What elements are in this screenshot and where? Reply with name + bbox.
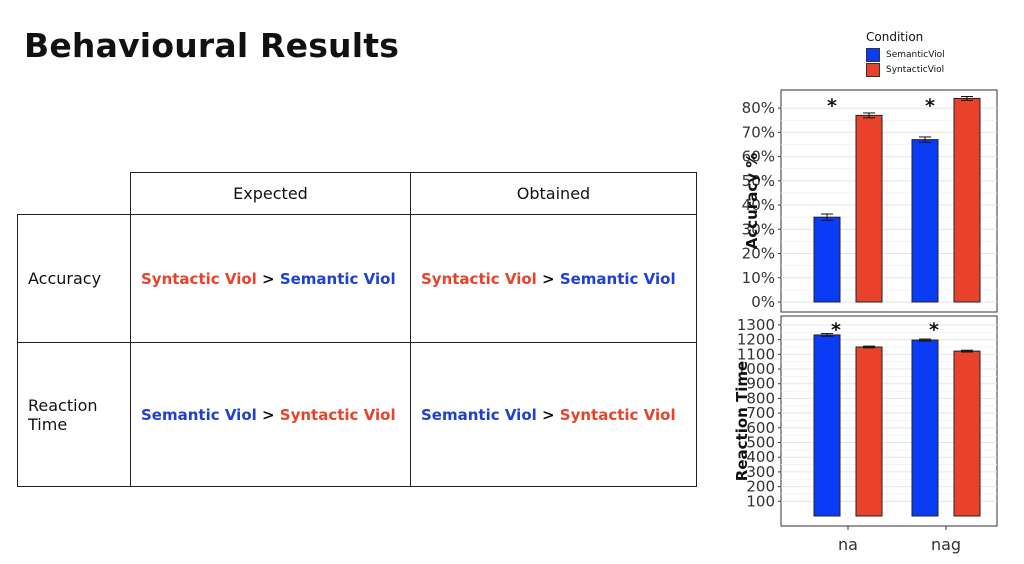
- comparison-right: Semantic Viol: [279, 269, 396, 288]
- y-tick-label: 70%: [742, 123, 775, 141]
- y-tick-label: 900: [746, 375, 775, 393]
- y-tick-label: 1300: [737, 316, 775, 334]
- legend-item-semantic: SemanticViol: [866, 47, 945, 62]
- accuracy-expected-cell: Syntactic Viol > Semantic Viol: [130, 214, 411, 343]
- y-tick-label: 400: [746, 448, 775, 466]
- legend-swatch-semantic: [866, 47, 880, 62]
- significance-marker: *: [827, 95, 837, 117]
- significance-marker: *: [925, 95, 935, 117]
- y-tick-label: 1100: [737, 345, 775, 363]
- y-axis-label: Accuracy %: [743, 153, 761, 250]
- comparison-operator: >: [256, 405, 280, 424]
- reaction-time-expected-cell: Semantic Viol > Syntactic Viol: [130, 342, 411, 487]
- bar-SyntacticViol-nag: [953, 350, 981, 517]
- y-tick-label: 200: [746, 478, 775, 496]
- row-header-accuracy: Accuracy: [17, 214, 131, 343]
- y-tick-label: 30%: [742, 220, 775, 238]
- significance-marker: *: [929, 319, 939, 341]
- comparison-right: Syntactic Viol: [559, 405, 676, 424]
- legend-title: Condition: [866, 30, 924, 44]
- reaction-time-obtained-cell: Semantic Viol > Syntactic Viol: [410, 342, 697, 487]
- legend-label-syntactic: SyntacticViol: [886, 64, 945, 75]
- bar-SemanticViol-na: [813, 334, 841, 517]
- comparison-left: Semantic Viol: [141, 405, 257, 424]
- y-tick-label: 80%: [742, 99, 775, 117]
- table-row-reaction-time: Reaction Time Semantic Viol > Syntactic …: [17, 342, 697, 487]
- legend-item-syntactic: SyntacticViol: [866, 62, 945, 77]
- x-tick-label: na: [838, 535, 858, 554]
- results-table: Expected Obtained Accuracy Syntactic Vio…: [17, 172, 697, 487]
- bar-SyntacticViol-na: [855, 346, 883, 517]
- column-header-expected: Expected: [130, 172, 411, 215]
- accuracy-obtained-cell: Syntactic Viol > Semantic Viol: [410, 214, 697, 343]
- chart-panel-1: 0% 10% 20% 30% 40% 50% 60% 70% 80% * * Accuracy %: [742, 89, 998, 313]
- y-tick-label: 300: [746, 463, 775, 481]
- y-tick-label: 0%: [751, 293, 775, 311]
- comparison-right: Syntactic Viol: [279, 405, 396, 424]
- y-tick-label: 1200: [737, 331, 775, 349]
- y-tick-label: 600: [746, 419, 775, 437]
- y-tick-label: 60%: [742, 148, 775, 166]
- comparison-left: Syntactic Viol: [421, 269, 537, 288]
- y-tick-label: 100: [746, 492, 775, 510]
- comparison-operator: >: [536, 405, 560, 424]
- y-tick-label: 50%: [742, 172, 775, 190]
- y-tick-label: 20%: [742, 245, 775, 263]
- y-tick-label: 10%: [742, 269, 775, 287]
- y-tick-label: 40%: [742, 196, 775, 214]
- comparison-operator: >: [536, 269, 560, 288]
- table-corner-cell: [17, 172, 131, 215]
- bar-SyntacticViol-na: [855, 114, 883, 303]
- bar-SemanticViol-nag: [911, 139, 939, 303]
- y-tick-label: 700: [746, 404, 775, 422]
- comparison-left: Semantic Viol: [421, 405, 537, 424]
- comparison-operator: >: [256, 269, 280, 288]
- y-tick-label: 500: [746, 434, 775, 452]
- bar-SyntacticViol-nag: [953, 97, 981, 303]
- legend-label-semantic: SemanticViol: [886, 49, 945, 60]
- legend-swatch-syntactic: [866, 62, 880, 77]
- x-tick-label: nag: [931, 535, 961, 554]
- bar-SemanticViol-nag: [911, 339, 939, 517]
- y-tick-label: 1000: [737, 360, 775, 378]
- table-row-accuracy: Accuracy Syntactic Viol > Semantic Viol …: [17, 214, 697, 343]
- y-axis-label: Reaction Time: [733, 361, 751, 481]
- significance-marker: *: [831, 319, 841, 341]
- column-header-obtained: Obtained: [410, 172, 697, 215]
- y-tick-label: 800: [746, 389, 775, 407]
- bar-SemanticViol-na: [813, 216, 841, 303]
- comparison-right: Semantic Viol: [559, 269, 676, 288]
- comparison-left: Syntactic Viol: [141, 269, 257, 288]
- slide-title: Behavioural Results: [24, 26, 400, 65]
- chart-panel-2: 1002003004005006007008009001000110012001…: [733, 315, 998, 554]
- row-header-reaction-time: Reaction Time: [17, 342, 131, 487]
- chart-legend: Condition SemanticViol SyntacticViol: [866, 30, 945, 77]
